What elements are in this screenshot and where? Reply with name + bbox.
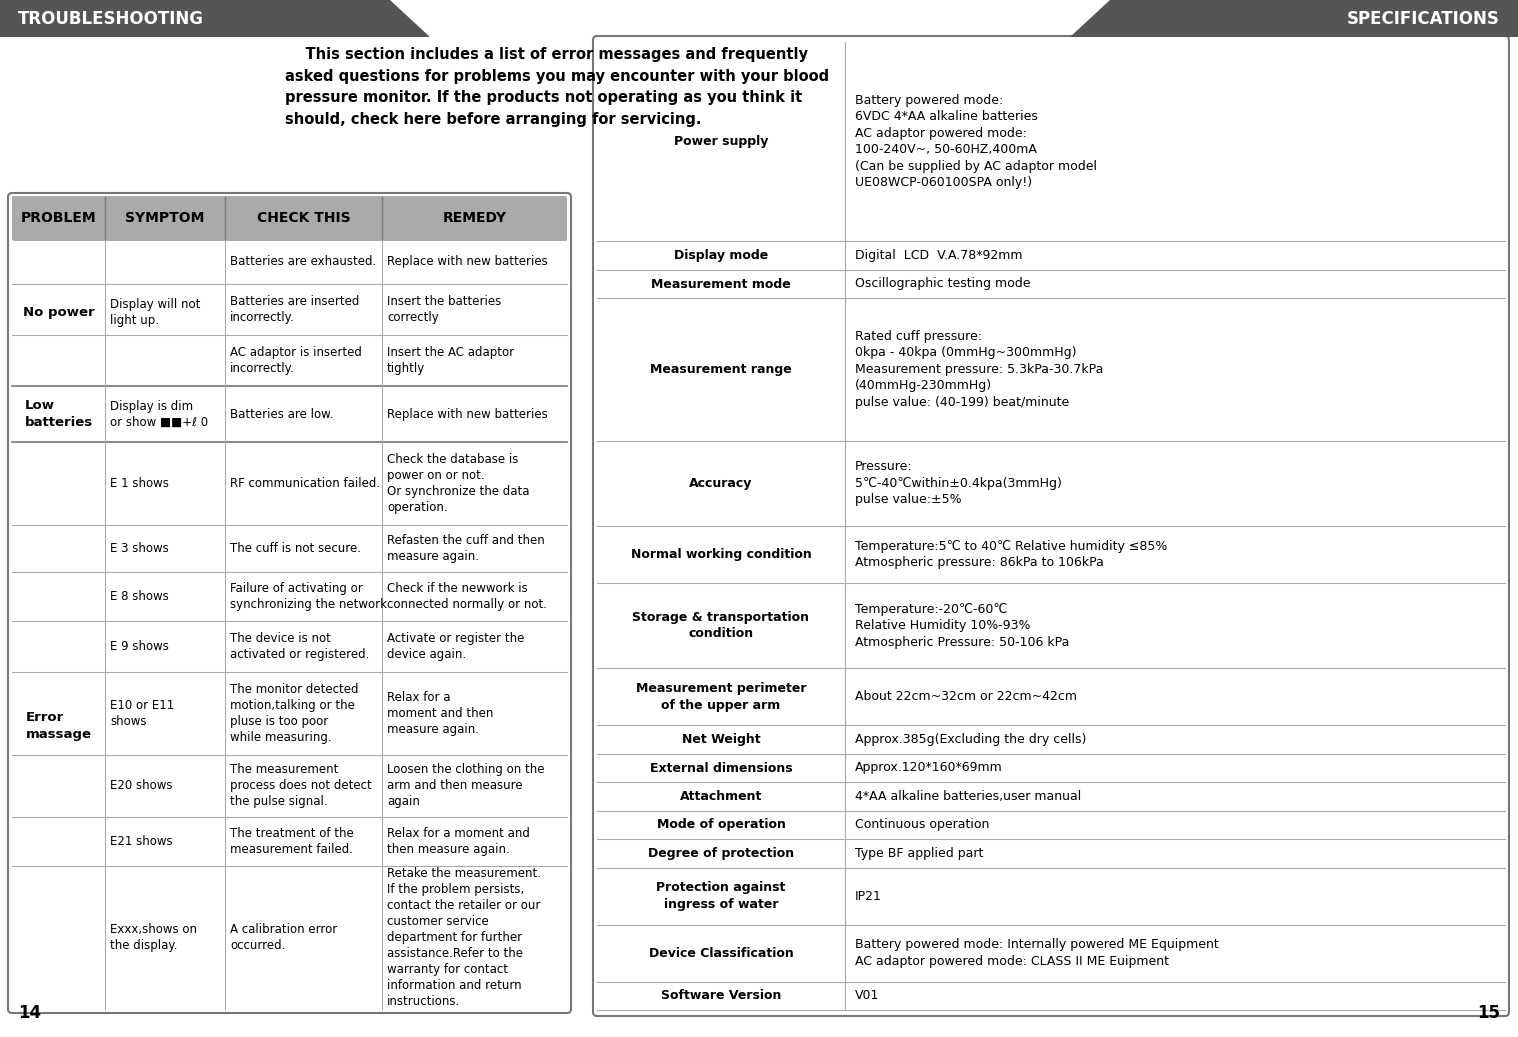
Text: Battery powered mode:
6VDC 4*AA alkaline batteries
AC adaptor powered mode:
100-: Battery powered mode: 6VDC 4*AA alkaline… [855,94,1098,190]
Text: Display is dim
or show ■■+ℓ 0: Display is dim or show ■■+ℓ 0 [109,399,208,428]
Text: Insert the batteries
correctly: Insert the batteries correctly [387,295,501,324]
Text: Batteries are inserted
incorrectly.: Batteries are inserted incorrectly. [231,295,360,324]
Polygon shape [0,0,430,37]
Text: Retake the measurement.
If the problem persists,
contact the retailer or our
cus: Retake the measurement. If the problem p… [387,867,540,1008]
Text: Loosen the clothing on the
arm and then measure
again: Loosen the clothing on the arm and then … [387,763,545,808]
Text: Check if the newwork is
connected normally or not.: Check if the newwork is connected normal… [387,582,546,611]
Text: Pressure:
5℃-40℃within±0.4kpa(3mmHg)
pulse value:±5%: Pressure: 5℃-40℃within±0.4kpa(3mmHg) pul… [855,460,1063,506]
Text: Insert the AC adaptor
tightly: Insert the AC adaptor tightly [387,346,515,375]
Text: Mode of operation: Mode of operation [657,818,785,832]
Text: CHECK THIS: CHECK THIS [257,211,351,225]
Text: About 22cm~32cm or 22cm~42cm: About 22cm~32cm or 22cm~42cm [855,691,1076,703]
Text: Error
massage: Error massage [26,710,91,740]
Text: Measurement mode: Measurement mode [651,278,791,290]
Text: Continuous operation: Continuous operation [855,818,990,832]
Text: Attachment: Attachment [680,790,762,803]
Text: E 9 shows: E 9 shows [109,640,168,653]
Text: Storage & transportation
condition: Storage & transportation condition [633,611,809,641]
Text: Batteries are exhausted.: Batteries are exhausted. [231,255,376,268]
Text: Type BF applied part: Type BF applied part [855,847,984,860]
Text: Temperature:5℃ to 40℃ Relative humidity ≤85%
Atmospheric pressure: 86kPa to 106k: Temperature:5℃ to 40℃ Relative humidity … [855,539,1167,569]
Text: E21 shows: E21 shows [109,835,173,848]
Text: REMEDY: REMEDY [442,211,507,225]
Text: Rated cuff pressure:
0kpa - 40kpa (0mmHg~300mmHg)
Measurement pressure: 5.3kPa-3: Rated cuff pressure: 0kpa - 40kpa (0mmHg… [855,330,1104,409]
Text: Protection against
ingress of water: Protection against ingress of water [656,881,786,910]
Text: Battery powered mode: Internally powered ME Equipment
AC adaptor powered mode: C: Battery powered mode: Internally powered… [855,938,1219,968]
Text: Digital  LCD  V.A.78*92mm: Digital LCD V.A.78*92mm [855,249,1023,262]
Text: 4*AA alkaline batteries,user manual: 4*AA alkaline batteries,user manual [855,790,1081,803]
Text: Relax for a moment and
then measure again.: Relax for a moment and then measure agai… [387,828,530,857]
Text: Batteries are low.: Batteries are low. [231,408,334,421]
FancyBboxPatch shape [12,196,568,241]
Text: 15: 15 [1477,1004,1500,1022]
Text: RF communication failed.: RF communication failed. [231,477,380,489]
Text: Measurement range: Measurement range [650,363,792,375]
Text: Failure of activating or
synchronizing the network: Failure of activating or synchronizing t… [231,582,387,611]
Text: Refasten the cuff and then
measure again.: Refasten the cuff and then measure again… [387,534,545,563]
Text: Check the database is
power on or not.
Or synchronize the data
operation.: Check the database is power on or not. O… [387,453,530,514]
Text: Software Version: Software Version [660,989,782,1003]
Text: SPECIFICATIONS: SPECIFICATIONS [1346,10,1500,28]
Text: Accuracy: Accuracy [689,477,753,489]
Text: Approx.385g(Excluding the dry cells): Approx.385g(Excluding the dry cells) [855,733,1087,746]
Text: The monitor detected
motion,talking or the
pluse is too poor
while measuring.: The monitor detected motion,talking or t… [231,682,358,744]
Text: The cuff is not secure.: The cuff is not secure. [231,541,361,555]
Text: Power supply: Power supply [674,135,768,148]
Text: E20 shows: E20 shows [109,780,173,792]
Text: The treatment of the
measurement failed.: The treatment of the measurement failed. [231,828,354,857]
Text: Activate or register the
device again.: Activate or register the device again. [387,632,524,661]
Text: Low
batteries: Low batteries [24,399,93,429]
Text: The device is not
activated or registered.: The device is not activated or registere… [231,632,369,661]
Text: Net Weight: Net Weight [682,733,761,746]
Polygon shape [1070,0,1518,37]
Text: The measurement
process does not detect
the pulse signal.: The measurement process does not detect … [231,763,372,808]
Text: Measurement perimeter
of the upper arm: Measurement perimeter of the upper arm [636,682,806,711]
Text: E 1 shows: E 1 shows [109,477,168,489]
Text: E10 or E11
shows: E10 or E11 shows [109,699,175,728]
Text: IP21: IP21 [855,890,882,902]
Text: 14: 14 [18,1004,41,1022]
Text: E 3 shows: E 3 shows [109,541,168,555]
Text: No power: No power [23,306,94,319]
Text: This section includes a list of error messages and frequently
asked questions fo: This section includes a list of error me… [285,47,829,127]
Text: Display mode: Display mode [674,249,768,262]
Text: TROUBLESHOOTING: TROUBLESHOOTING [18,10,203,28]
Text: Degree of protection: Degree of protection [648,847,794,860]
FancyBboxPatch shape [594,36,1509,1016]
Text: PROBLEM: PROBLEM [21,211,96,225]
Text: Approx.120*160*69mm: Approx.120*160*69mm [855,761,1003,775]
Text: External dimensions: External dimensions [650,761,792,775]
Text: Replace with new batteries: Replace with new batteries [387,408,548,421]
Text: Display will not
light up.: Display will not light up. [109,299,200,327]
Text: SYMPTOM: SYMPTOM [126,211,205,225]
Text: Temperature:-20℃-60℃
Relative Humidity 10%-93%
Atmospheric Pressure: 50-106 kPa: Temperature:-20℃-60℃ Relative Humidity 1… [855,602,1069,649]
FancyBboxPatch shape [8,193,571,1013]
Text: A calibration error
occurred.: A calibration error occurred. [231,923,337,952]
Text: Relax for a
moment and then
measure again.: Relax for a moment and then measure agai… [387,691,493,736]
Text: Device Classification: Device Classification [648,947,794,959]
Text: E 8 shows: E 8 shows [109,590,168,602]
Text: Oscillographic testing mode: Oscillographic testing mode [855,278,1031,290]
Text: V01: V01 [855,989,879,1003]
Text: AC adaptor is inserted
incorrectly.: AC adaptor is inserted incorrectly. [231,346,361,375]
Text: Replace with new batteries: Replace with new batteries [387,255,548,268]
Text: Exxx,shows on
the display.: Exxx,shows on the display. [109,923,197,952]
Text: Normal working condition: Normal working condition [630,548,812,561]
